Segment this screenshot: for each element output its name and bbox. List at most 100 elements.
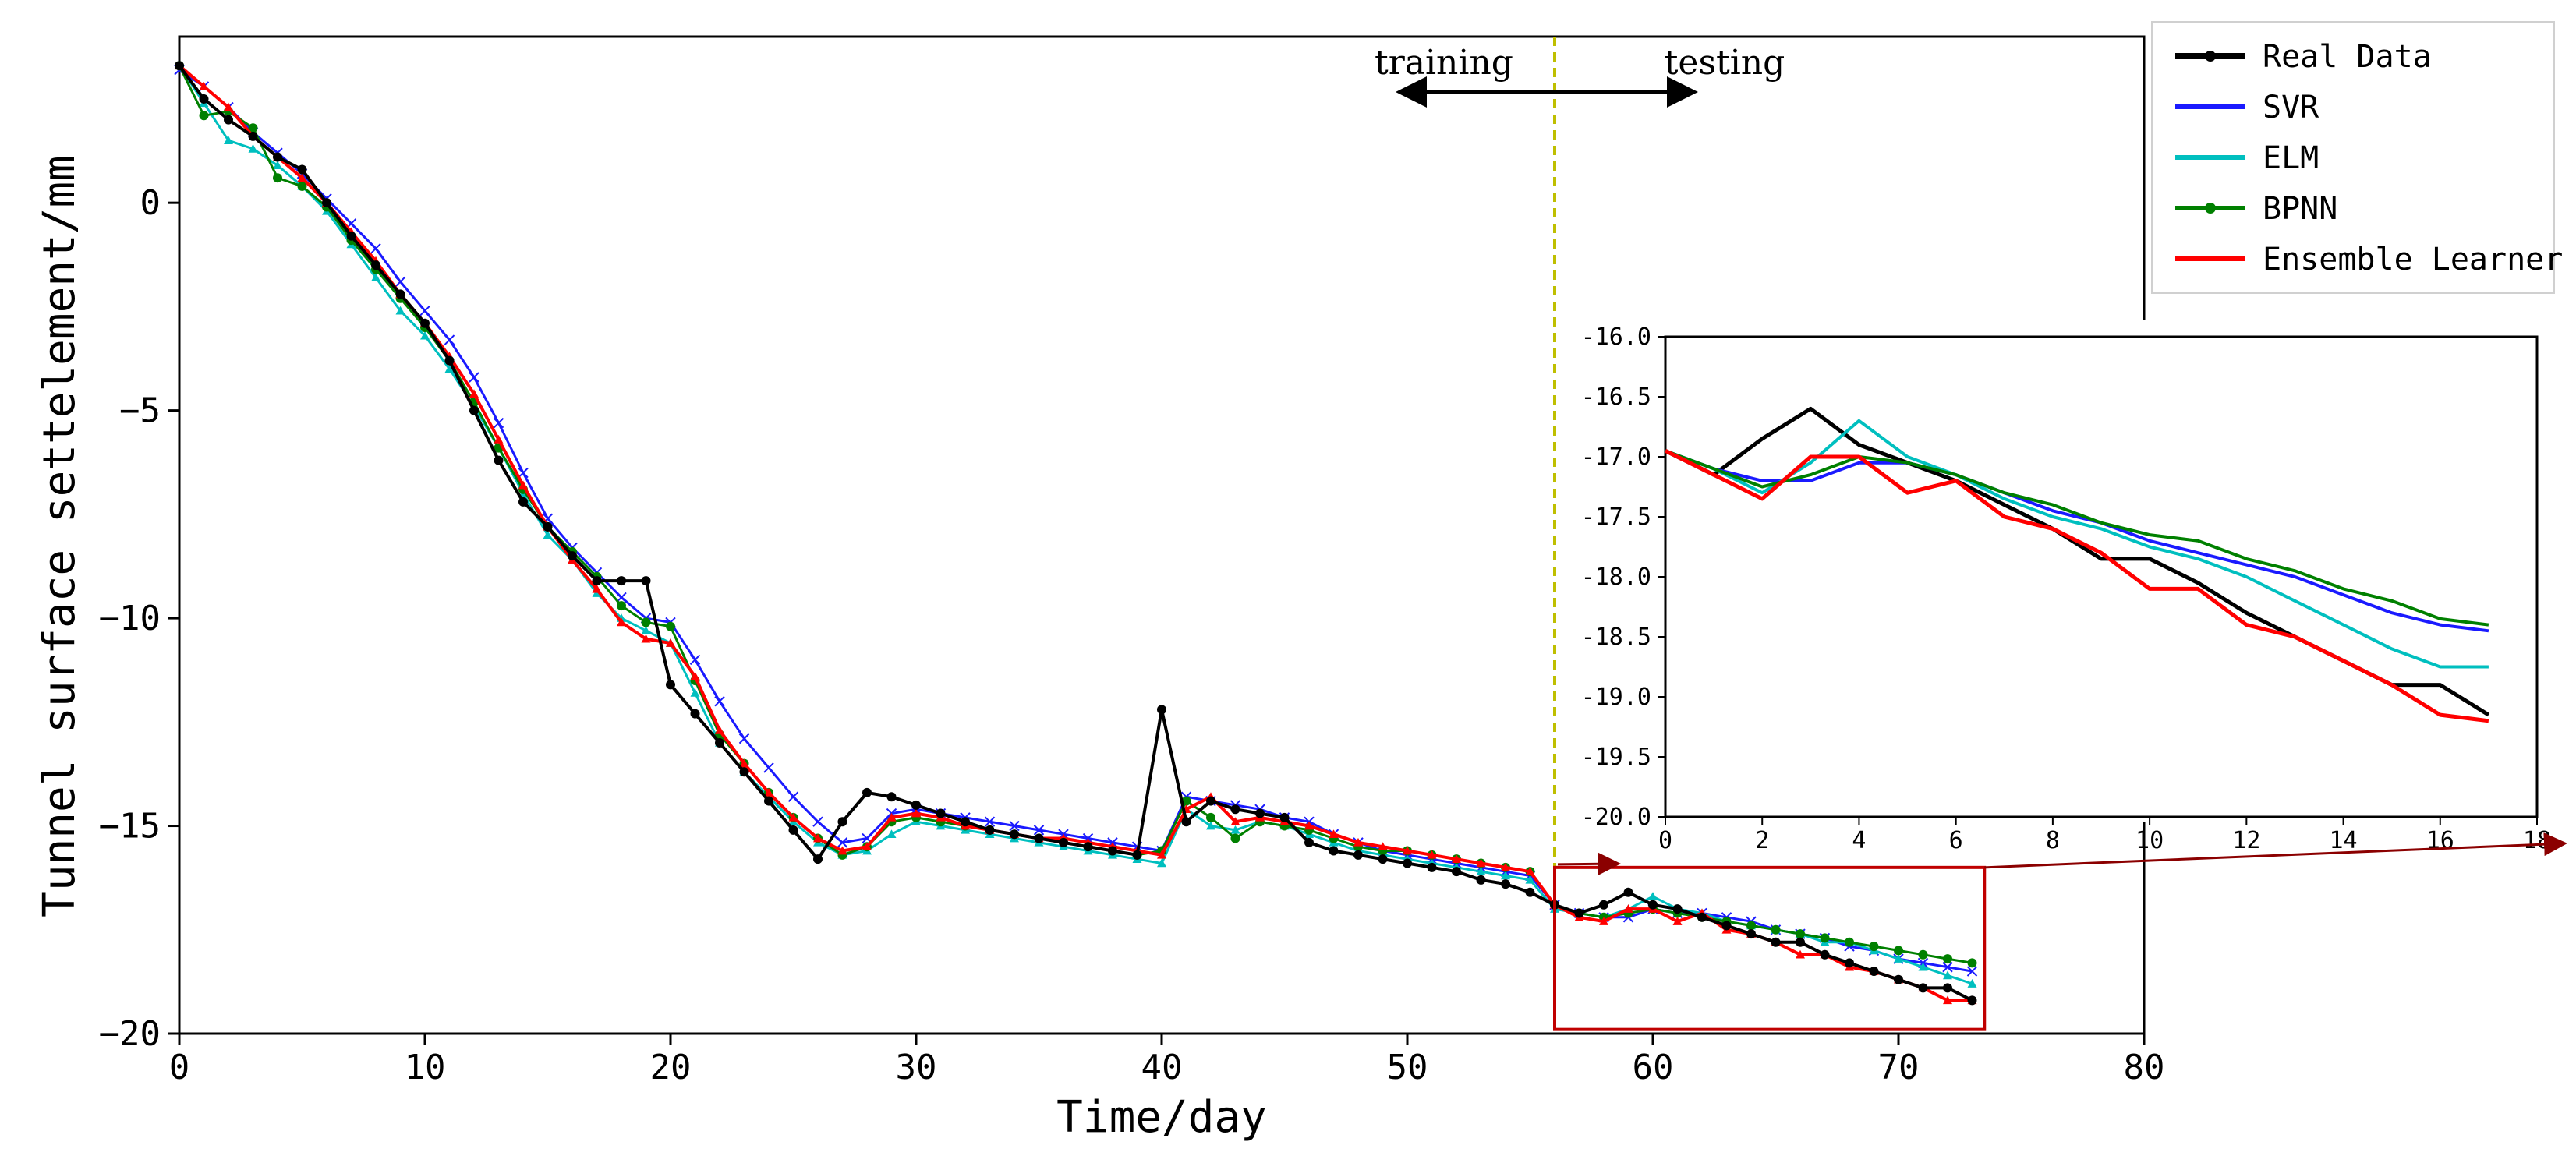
main-point-real-data-30 — [911, 800, 921, 810]
main-point-real-data-39 — [1132, 850, 1142, 860]
main-line-ensemble-learner — [178, 64, 1973, 1002]
inset-chart: 0 2 4 6 8 10 12 14 16 18 -16.0 -16.5 -17.0 -17.5 -18.0… — [1575, 320, 2559, 854]
main-point-elm-8 — [371, 273, 380, 281]
inset-x-tick-label-14: 14 — [2329, 827, 2357, 854]
main-point-elm-40 — [1157, 858, 1166, 868]
legend-marker-bpnn — [2205, 203, 2216, 214]
main-point-svr-25 — [787, 791, 799, 802]
main-point-bpnn-71 — [1918, 949, 1928, 960]
main-point-real-data-31 — [936, 808, 946, 818]
main-point-ensemble-learner-61 — [1672, 917, 1683, 925]
main-point-real-data-8 — [371, 260, 380, 270]
main-point-svr-14 — [518, 467, 529, 479]
main-point-elm-53 — [1476, 867, 1486, 875]
inset-background — [1575, 320, 2559, 822]
main-series-group — [174, 61, 1978, 1006]
main-point-svr-73 — [1966, 966, 1978, 977]
main-point-elm-72 — [1943, 970, 1952, 980]
legend-label-real-data: Real Data — [2263, 39, 2432, 75]
inset-x-tick-label-4: 4 — [1852, 827, 1866, 854]
main-point-real-data-33 — [985, 825, 995, 835]
main-point-elm-10 — [420, 330, 430, 340]
main-point-real-data-60 — [1648, 900, 1658, 910]
main-point-real-data-15 — [543, 521, 553, 532]
train-test-split: training testing — [1375, 43, 1785, 108]
main-point-real-data-13 — [494, 455, 504, 465]
main-point-real-data-47 — [1329, 846, 1339, 856]
main-point-ensemble-learner-29 — [886, 812, 897, 822]
main-point-ensemble-learner-40 — [1157, 850, 1166, 859]
main-point-real-data-51 — [1427, 862, 1437, 872]
main-point-real-data-25 — [788, 825, 798, 835]
main-point-ensemble-learner-58 — [1599, 917, 1608, 925]
inset-series-group — [1664, 406, 2490, 723]
inset-y-tick-label-7: -19.5 — [1581, 744, 1651, 771]
inset-series-elm — [1665, 419, 2489, 669]
main-point-real-data-4 — [273, 152, 282, 162]
main-point-elm-21 — [690, 688, 700, 697]
x-tick-label-50: 50 — [1387, 1048, 1428, 1087]
main-point-svr-72 — [1942, 962, 1953, 973]
x-tick-label-10: 10 — [405, 1048, 446, 1087]
main-point-svr-23 — [738, 733, 750, 744]
main-point-real-data-18 — [617, 576, 626, 586]
main-point-real-data-45 — [1279, 812, 1290, 822]
main-point-svr-24 — [763, 762, 774, 773]
main-point-bpnn-1 — [199, 111, 209, 121]
inset-x-tick-label-16: 16 — [2426, 827, 2454, 854]
x-tick-label-70: 70 — [1878, 1048, 1920, 1087]
main-point-real-data-55 — [1525, 887, 1535, 897]
main-point-elm-54 — [1501, 871, 1510, 880]
main-point-elm-55 — [1525, 875, 1535, 884]
main-point-bpnn-67 — [1820, 933, 1830, 943]
main-point-svr-27 — [837, 837, 848, 848]
main-point-real-data-70 — [1894, 974, 1903, 984]
main-point-elm-19 — [641, 626, 651, 634]
main-point-real-data-61 — [1672, 904, 1683, 914]
main-point-real-data-46 — [1304, 837, 1314, 847]
main-point-real-data-9 — [395, 289, 405, 299]
main-point-elm-4 — [273, 161, 282, 170]
main-point-bpnn-18 — [617, 601, 626, 611]
main-point-real-data-23 — [739, 767, 749, 777]
main-point-real-data-65 — [1771, 937, 1781, 947]
main-point-real-data-52 — [1452, 867, 1461, 877]
main-point-ensemble-learner-13 — [494, 434, 504, 444]
main-point-real-data-2 — [224, 115, 233, 125]
main-point-ensemble-learner-50 — [1403, 846, 1412, 855]
main-point-real-data-14 — [518, 497, 528, 507]
main-point-real-data-22 — [715, 737, 724, 748]
main-point-bpnn-20 — [666, 621, 675, 631]
main-point-real-data-69 — [1869, 967, 1879, 977]
main-point-ensemble-learner-21 — [690, 671, 700, 680]
inset-x-tick-label-0: 0 — [1658, 827, 1672, 854]
inset-series-ensemble-learner — [1664, 449, 2489, 723]
main-point-elm-15 — [543, 530, 553, 539]
main-point-real-data-71 — [1918, 983, 1928, 993]
zoom-highlight — [1553, 832, 2567, 1031]
main-point-real-data-53 — [1476, 875, 1486, 885]
main-point-real-data-63 — [1721, 921, 1732, 931]
inset-x-tick-label-2: 2 — [1755, 827, 1769, 854]
main-point-svr-22 — [714, 695, 725, 707]
inset-y-tick-label-3: -17.5 — [1581, 504, 1651, 531]
main-point-bpnn-64 — [1746, 921, 1756, 931]
main-point-bpnn-70 — [1894, 946, 1903, 956]
main-point-real-data-48 — [1353, 850, 1363, 860]
main-point-real-data-54 — [1501, 879, 1510, 889]
main-point-ensemble-learner-5 — [297, 173, 307, 182]
zoom-arrow-right — [1984, 832, 2567, 869]
main-point-real-data-58 — [1599, 900, 1608, 910]
main-point-bpnn-72 — [1943, 954, 1952, 964]
main-point-ensemble-learner-26 — [813, 833, 823, 843]
main-point-real-data-12 — [469, 405, 479, 415]
main-point-real-data-6 — [322, 198, 331, 208]
main-point-real-data-72 — [1943, 983, 1952, 993]
main-point-real-data-62 — [1697, 912, 1707, 922]
main-point-ensemble-learner-51 — [1427, 850, 1437, 859]
x-tick-label-40: 40 — [1141, 1048, 1183, 1087]
main-point-ensemble-learner-46 — [1304, 821, 1314, 830]
main-point-svr-13 — [493, 417, 504, 429]
